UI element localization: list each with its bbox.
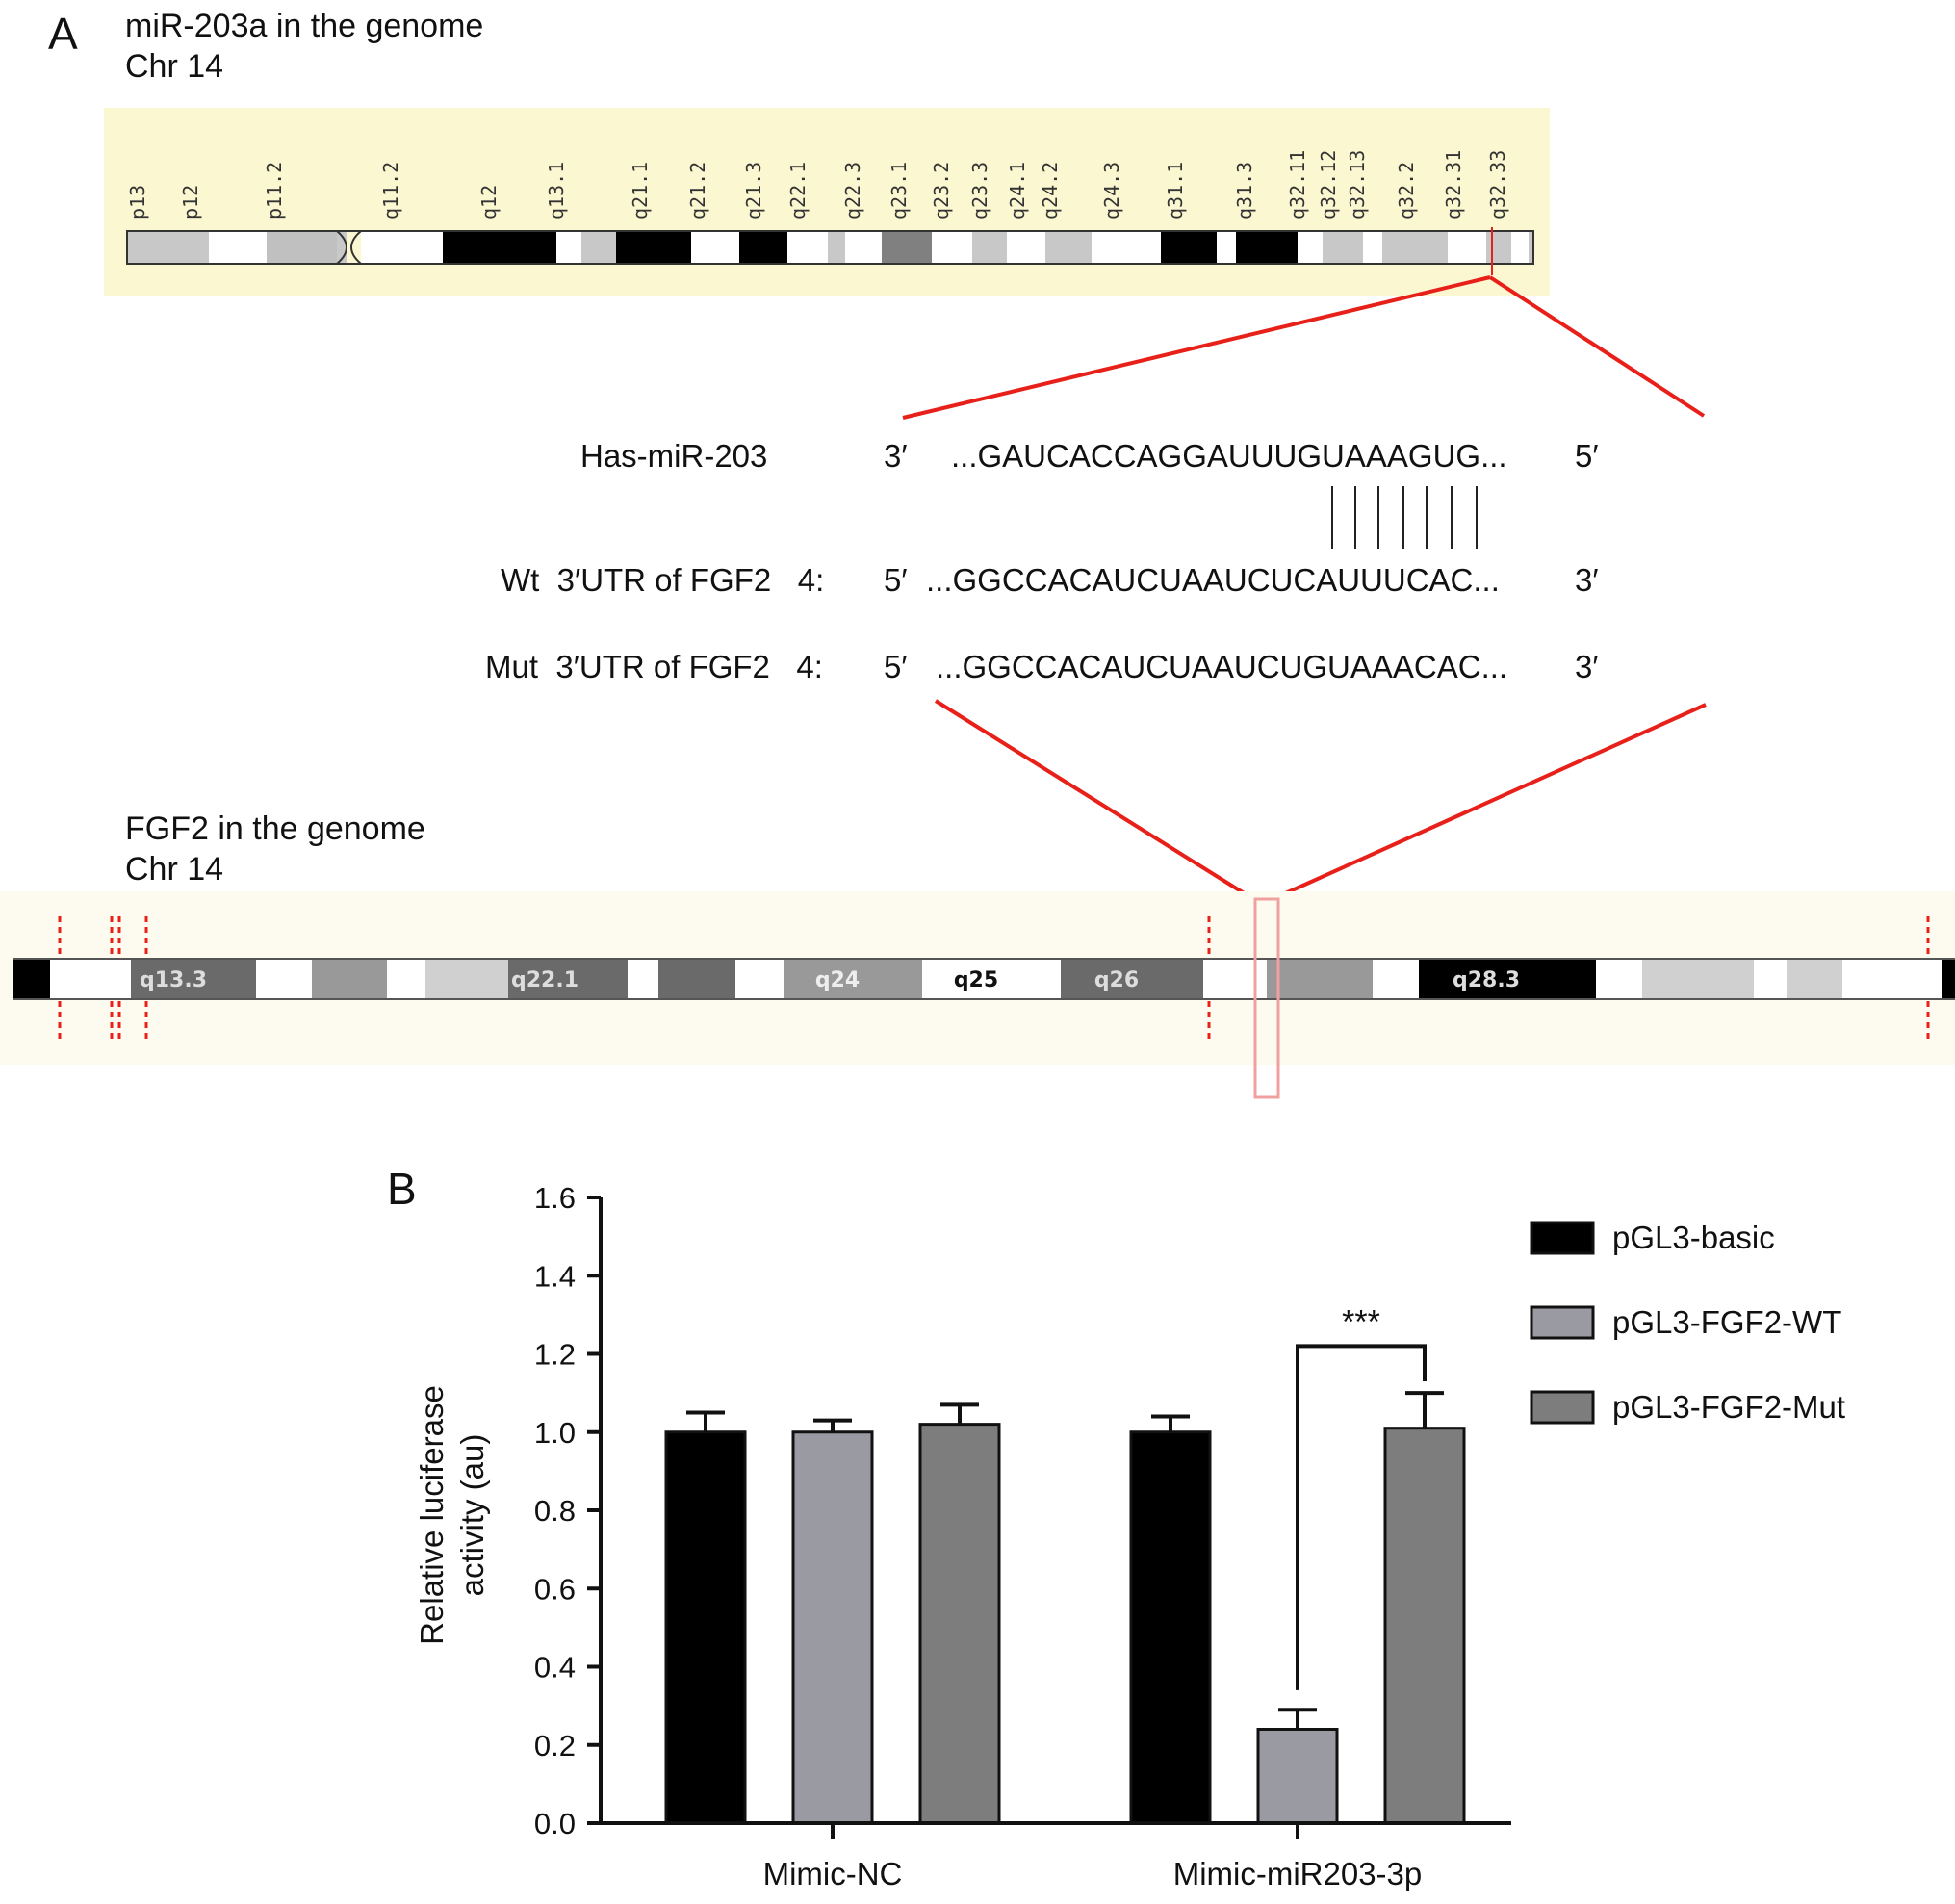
bar bbox=[1256, 1728, 1339, 1825]
mut-end-left: 5′ bbox=[884, 649, 908, 684]
mir203-title: miR-203a in the genome bbox=[125, 8, 484, 44]
ideogram1-band-label: q32.12 bbox=[1317, 150, 1340, 219]
ideogram2-band-label: q13.3 bbox=[140, 968, 207, 992]
ideogram2-chromosome bbox=[13, 897, 1955, 1099]
mut-utr-label: Mut 3′UTR of FGF2 4: bbox=[485, 649, 823, 684]
legend-swatch bbox=[1530, 1305, 1595, 1340]
legend-label: pGL3-basic bbox=[1612, 1220, 1775, 1255]
ideogram1-band-label: q24.3 bbox=[1100, 162, 1123, 219]
ideogram1-band-label: q22.3 bbox=[841, 162, 864, 219]
panel-a-letter: A bbox=[48, 9, 78, 59]
bar bbox=[1383, 1427, 1466, 1825]
legend: pGL3-basic pGL3-FGF2-WT pGL3-FGF2-Mut bbox=[1530, 1220, 1845, 1425]
ideogram1-band-label: p13 bbox=[126, 185, 149, 219]
legend-label: pGL3-FGF2-Mut bbox=[1612, 1389, 1845, 1425]
mirna-sequence: ...GAUCACCAGGAUUUGUAAAGUG... bbox=[951, 438, 1507, 474]
ideogram1-band-label: q24.2 bbox=[1039, 162, 1062, 219]
bar bbox=[791, 1430, 874, 1825]
ideogram1-band-label: q32.13 bbox=[1346, 150, 1369, 219]
legend-swatch bbox=[1530, 1221, 1595, 1255]
y-tick-label: 1.4 bbox=[534, 1259, 576, 1293]
wt-end-right: 3′ bbox=[1575, 562, 1599, 598]
zoom-lines-lower bbox=[934, 699, 1707, 901]
ideogram2-band-label: q22.1 bbox=[511, 968, 579, 992]
wt-end-left: 5′ bbox=[884, 562, 908, 598]
legend-label: pGL3-FGF2-WT bbox=[1612, 1304, 1841, 1340]
zoom-lines-upper bbox=[902, 275, 1706, 420]
ideogram1-band-label: q31.1 bbox=[1164, 162, 1187, 219]
legend-swatch bbox=[1530, 1390, 1595, 1425]
wt-utr-label: Wt 3′UTR of FGF2 4: bbox=[501, 562, 825, 598]
ideogram1-band-label: q21.3 bbox=[742, 162, 765, 219]
x-tick-label: Mimic-NC bbox=[763, 1856, 903, 1891]
ideogram1-band-label: q32.2 bbox=[1395, 162, 1418, 219]
significance-line bbox=[1296, 1344, 1427, 1690]
ideogram2-band-label: q28.3 bbox=[1453, 968, 1520, 992]
panel-b-letter: B bbox=[387, 1164, 417, 1214]
y-tick-label: 0.8 bbox=[534, 1494, 576, 1528]
ideogram2-band-label: q25 bbox=[954, 968, 998, 992]
ideogram1-band-label: q23.2 bbox=[930, 162, 953, 219]
ideogram1-band-label: q12 bbox=[477, 185, 501, 219]
bar bbox=[1129, 1430, 1212, 1825]
ideogram1-band-label: q32.33 bbox=[1486, 150, 1509, 219]
base-pairing-lines bbox=[1331, 486, 1478, 549]
y-tick-label: 0.6 bbox=[534, 1572, 576, 1606]
x-axis: Mimic-NC Mimic-miR203-3p bbox=[601, 1821, 1511, 1891]
fgf2-chr: Chr 14 bbox=[125, 851, 224, 888]
ideogram1-band-label: q32.31 bbox=[1442, 150, 1465, 219]
y-axis: 0.0 0.2 0.4 0.6 0.8 1.0 1.2 1.4 1.6 bbox=[534, 1181, 603, 1840]
ideogram1-band-label: q11.2 bbox=[379, 162, 402, 219]
ideogram2-band-label: q26 bbox=[1094, 968, 1139, 992]
luciferase-bar-chart: 0.00.20.40.60.81.01.21.41.6 Mimic-NC Mimi… bbox=[414, 1181, 1845, 1891]
ideogram1-band-label: q21.1 bbox=[629, 162, 652, 219]
mir203-chr: Chr 14 bbox=[125, 48, 224, 85]
bar bbox=[664, 1430, 747, 1825]
mirna-end-right: 5′ bbox=[1575, 438, 1599, 474]
ideogram1-chromosome bbox=[126, 227, 1534, 275]
y-tick-label: 0.2 bbox=[534, 1729, 576, 1762]
ideogram1-band-label: q23.1 bbox=[887, 162, 911, 219]
significance-bracket: *** bbox=[1296, 1303, 1427, 1690]
y-tick-label: 0.4 bbox=[534, 1651, 576, 1685]
y-axis-label-line2: activity (au) bbox=[454, 1434, 490, 1597]
fgf2-title: FGF2 in the genome bbox=[125, 810, 425, 847]
ideogram1-band-label: q13.1 bbox=[545, 162, 568, 219]
wt-sequence: ...GGCCACAUCUAAUCUCAUUUCAC... bbox=[926, 562, 1500, 598]
ideogram1-band-label: q22.1 bbox=[786, 162, 810, 219]
ideogram1-band-label: q32.11 bbox=[1286, 150, 1309, 219]
y-axis-label-line1: Relative luciferase bbox=[414, 1385, 450, 1645]
ideogram1-band-label: q31.3 bbox=[1233, 162, 1256, 219]
y-tick-label: 1.2 bbox=[534, 1338, 576, 1372]
significance-stars: *** bbox=[1342, 1303, 1380, 1340]
bars bbox=[664, 1391, 1466, 1825]
y-tick-label: 0.0 bbox=[534, 1807, 576, 1840]
ideogram1-band-label: p11.2 bbox=[263, 162, 286, 219]
mirna-label: Has-miR-203 bbox=[580, 438, 768, 474]
ideogram1-band-label: q21.2 bbox=[686, 162, 709, 219]
ideogram1-band-label: p12 bbox=[179, 185, 202, 219]
ideogram1-band-labels: p13 p12 p11.2 q11.2 q12 q13.1 q21.1 q21.2 q21.3 q… bbox=[126, 150, 1509, 219]
bar bbox=[918, 1423, 1001, 1825]
y-tick-label: 1.6 bbox=[534, 1181, 576, 1215]
mut-end-right: 3′ bbox=[1575, 649, 1599, 684]
y-tick-label: 1.0 bbox=[534, 1416, 576, 1450]
mut-sequence: ...GGCCACAUCUAAUCUGUAAACAC... bbox=[936, 649, 1508, 684]
mirna-end-left: 3′ bbox=[884, 438, 908, 474]
ideogram1-band-label: q24.1 bbox=[1006, 162, 1029, 219]
ideogram2-band-label: q24 bbox=[815, 968, 860, 992]
ideogram1-band-label: q23.3 bbox=[968, 162, 991, 219]
x-tick-label: Mimic-miR203-3p bbox=[1173, 1856, 1423, 1891]
ideogram2-band-labels: q13.3 q22.1 q24 q25 q26 q28.3 bbox=[140, 968, 1520, 992]
